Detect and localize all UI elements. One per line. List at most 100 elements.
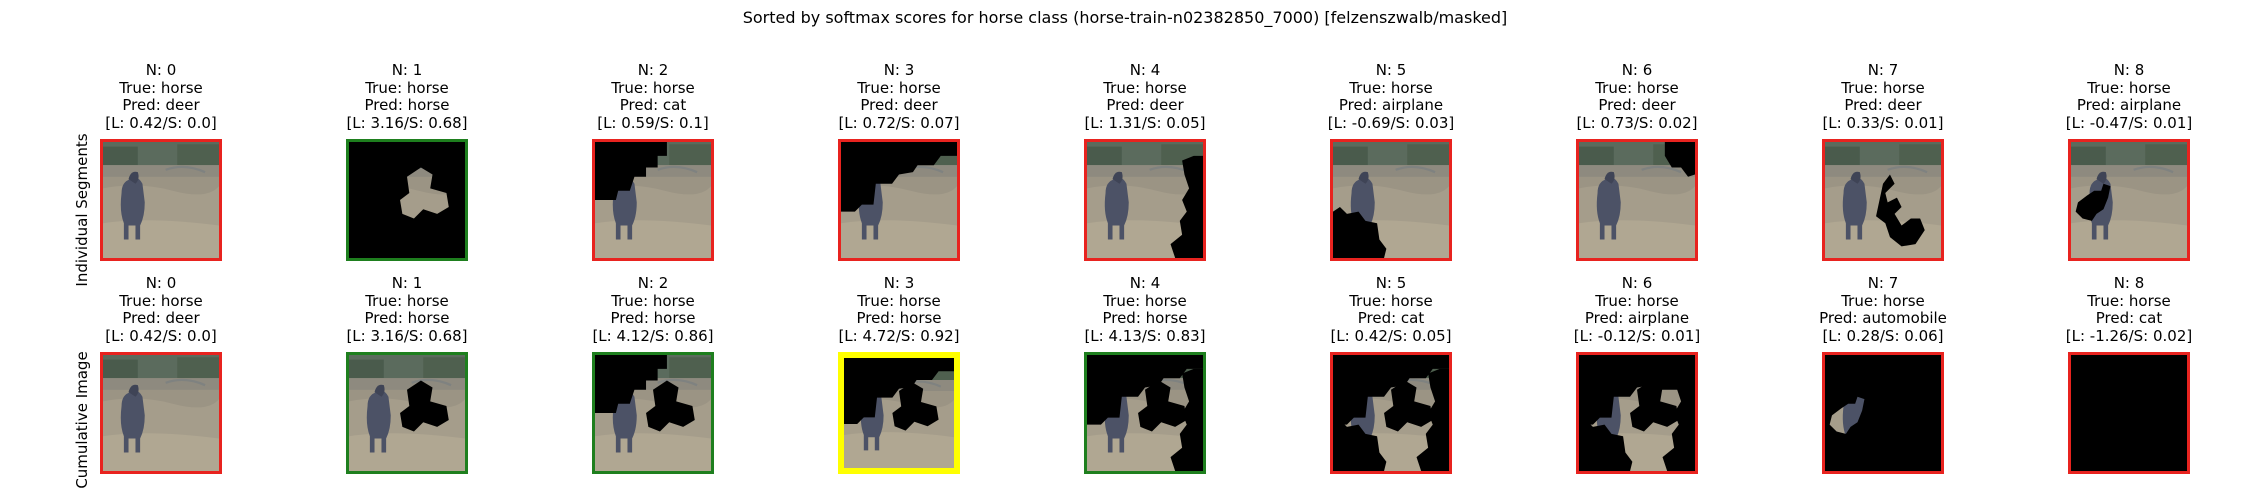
true-label: True: horse (857, 78, 941, 97)
pred-label: Pred: deer (122, 96, 200, 114)
segment-number: N: 5 (1375, 61, 1407, 79)
thumbnail-caption: N: 1 True: horse Pred: horse [L: 3.16/S:… (297, 274, 517, 345)
segment-number: N: 0 (145, 274, 177, 292)
photo-thumbnail-icon (103, 355, 219, 471)
pred-label: Pred: deer (1844, 96, 1922, 114)
score-label: [L: -0.12/S: 0.01] (1573, 326, 1701, 345)
thumbnail-caption: N: 5 True: horse Pred: cat [L: 0.42/S: 0… (1281, 274, 1501, 345)
segment-number: N: 8 (2113, 61, 2145, 79)
segment-thumbnail (1822, 139, 1944, 261)
segment-number: N: 1 (391, 61, 423, 79)
photo-thumbnail-icon (2071, 142, 2187, 258)
segment-thumbnail (838, 139, 960, 261)
segment-thumbnail (1084, 139, 1206, 261)
true-label: True: horse (365, 78, 449, 97)
segment-thumbnail (2068, 139, 2190, 261)
photo-thumbnail-icon (844, 358, 954, 468)
true-label: True: horse (2087, 78, 2171, 97)
photo-thumbnail-icon (1825, 142, 1941, 258)
segment-number: N: 8 (2113, 274, 2145, 292)
pred-label: Pred: horse (610, 309, 696, 327)
score-label: [L: 0.33/S: 0.01] (1822, 113, 1944, 132)
segment-number: N: 6 (1621, 61, 1653, 79)
pred-label: Pred: deer (860, 96, 938, 114)
photo-thumbnail-icon (595, 142, 711, 258)
score-label: [L: 0.42/S: 0.0] (105, 113, 217, 132)
score-label: [L: 4.72/S: 0.92] (838, 326, 960, 345)
score-label: [L: 1.31/S: 0.05] (1084, 113, 1206, 132)
segment-number: N: 7 (1867, 61, 1899, 79)
segment-thumbnail (1822, 352, 1944, 474)
thumbnail-caption: N: 1 True: horse Pred: horse [L: 3.16/S:… (297, 61, 517, 132)
score-label: [L: 0.42/S: 0.0] (105, 326, 217, 345)
segment-thumbnail (2068, 352, 2190, 474)
score-label: [L: 4.12/S: 0.86] (592, 326, 714, 345)
score-label: [L: -1.26/S: 0.02] (2065, 326, 2193, 345)
pred-label: Pred: horse (364, 96, 450, 114)
true-label: True: horse (365, 291, 449, 310)
true-label: True: horse (857, 291, 941, 310)
segment-number: N: 3 (883, 61, 915, 79)
pred-label: Pred: deer (1598, 96, 1676, 114)
photo-thumbnail-icon (1825, 355, 1941, 471)
segment-thumbnail (346, 352, 468, 474)
pred-label: Pred: horse (856, 309, 942, 327)
photo-thumbnail-icon (103, 142, 219, 258)
photo-thumbnail-icon (349, 142, 465, 258)
segment-thumbnail (346, 139, 468, 261)
pred-label: Pred: horse (364, 309, 450, 327)
segment-number: N: 4 (1129, 61, 1161, 79)
pred-label: Pred: deer (1106, 96, 1184, 114)
segment-number: N: 2 (637, 274, 669, 292)
photo-thumbnail-icon (1579, 142, 1695, 258)
true-label: True: horse (1349, 78, 1433, 97)
thumbnail-caption: N: 4 True: horse Pred: horse [L: 4.13/S:… (1035, 274, 1255, 345)
thumbnail-caption: N: 8 True: horse Pred: cat [L: -1.26/S: … (2019, 274, 2239, 345)
segment-thumbnail (1330, 139, 1452, 261)
segment-number: N: 6 (1621, 274, 1653, 292)
score-label: [L: 0.72/S: 0.07] (838, 113, 960, 132)
pred-label: Pred: cat (619, 96, 687, 114)
thumbnail-caption: N: 0 True: horse Pred: deer [L: 0.42/S: … (51, 61, 271, 132)
photo-thumbnail-icon (349, 355, 465, 471)
photo-thumbnail-icon (1333, 142, 1449, 258)
pred-label: Pred: automobile (1819, 309, 1947, 327)
segment-thumbnail (1084, 352, 1206, 474)
figure-title: Sorted by softmax scores for horse class… (742, 8, 1508, 27)
true-label: True: horse (2087, 291, 2171, 310)
segment-number: N: 0 (145, 61, 177, 79)
photo-thumbnail-icon (841, 142, 957, 258)
photo-thumbnail-icon (1087, 355, 1203, 471)
pred-label: Pred: airplane (1584, 309, 1690, 327)
pred-label: Pred: horse (1102, 309, 1188, 327)
thumbnail-caption: N: 7 True: horse Pred: automobile [L: 0.… (1773, 274, 1993, 345)
score-label: [L: -0.47/S: 0.01] (2065, 113, 2193, 132)
score-label: [L: 3.16/S: 0.68] (346, 113, 468, 132)
score-label: [L: 3.16/S: 0.68] (346, 326, 468, 345)
true-label: True: horse (1841, 291, 1925, 310)
score-label: [L: 4.13/S: 0.83] (1084, 326, 1206, 345)
thumbnail-caption: N: 3 True: horse Pred: horse [L: 4.72/S:… (789, 274, 1009, 345)
thumbnail-caption: N: 0 True: horse Pred: deer [L: 0.42/S: … (51, 274, 271, 345)
score-label: [L: 0.73/S: 0.02] (1576, 113, 1698, 132)
segment-number: N: 7 (1867, 274, 1899, 292)
score-label: [L: 0.59/S: 0.1] (597, 113, 709, 132)
row-label-cumulative: Cumulative Image (73, 351, 91, 489)
pred-label: Pred: airplane (1338, 96, 1444, 114)
segment-thumbnail (100, 352, 222, 474)
segment-number: N: 3 (883, 274, 915, 292)
segment-thumbnail (838, 352, 960, 474)
true-label: True: horse (1103, 291, 1187, 310)
score-label: [L: -0.69/S: 0.03] (1327, 113, 1455, 132)
photo-thumbnail-icon (2071, 355, 2187, 471)
thumbnail-caption: N: 7 True: horse Pred: deer [L: 0.33/S: … (1773, 61, 1993, 132)
thumbnail-caption: N: 2 True: horse Pred: horse [L: 4.12/S:… (543, 274, 763, 345)
thumbnail-caption: N: 3 True: horse Pred: deer [L: 0.72/S: … (789, 61, 1009, 132)
segment-thumbnail (1576, 139, 1698, 261)
segment-thumbnail (592, 352, 714, 474)
segment-thumbnail (100, 139, 222, 261)
true-label: True: horse (611, 78, 695, 97)
thumbnail-caption: N: 6 True: horse Pred: deer [L: 0.73/S: … (1527, 61, 1747, 132)
photo-thumbnail-icon (1333, 355, 1449, 471)
true-label: True: horse (1349, 291, 1433, 310)
